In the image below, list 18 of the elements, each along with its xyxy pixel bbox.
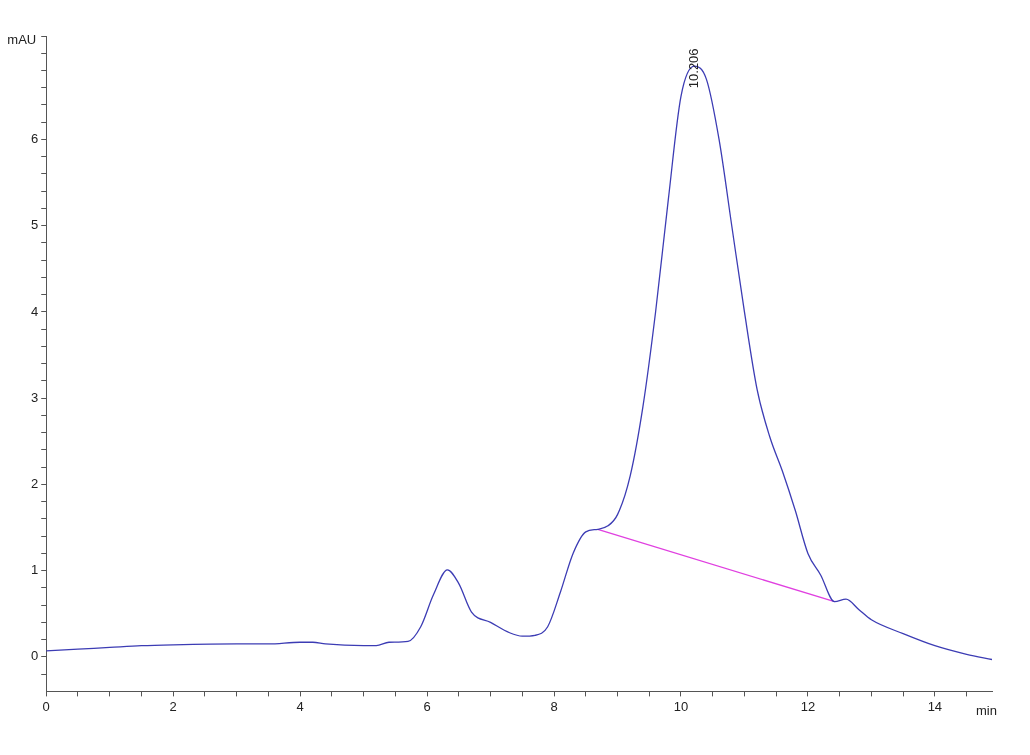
y-tick-label: 6	[31, 131, 39, 147]
y-axis-title: mAU	[7, 31, 37, 47]
x-tick-label: 12	[800, 698, 816, 714]
annotation: 10.206	[685, 48, 701, 89]
x-tick-label: 4	[296, 698, 304, 714]
x-tick-label: 0	[42, 698, 50, 714]
y-tick-label: 4	[31, 303, 39, 319]
y-tick-label: 0	[31, 648, 39, 664]
x-tick-label: 14	[927, 698, 943, 714]
x-tick-label: 10	[673, 698, 689, 714]
x-tick-label: 8	[550, 698, 558, 714]
y-tick-label: 2	[31, 476, 39, 492]
x-tick-label: 6	[423, 698, 431, 714]
y-tick-label: 3	[31, 389, 39, 405]
y-tick-label: 1	[31, 562, 39, 578]
x-tick-label: 2	[169, 698, 177, 714]
x-axis-title: min	[976, 703, 997, 719]
y-tick-label: 5	[31, 217, 39, 233]
